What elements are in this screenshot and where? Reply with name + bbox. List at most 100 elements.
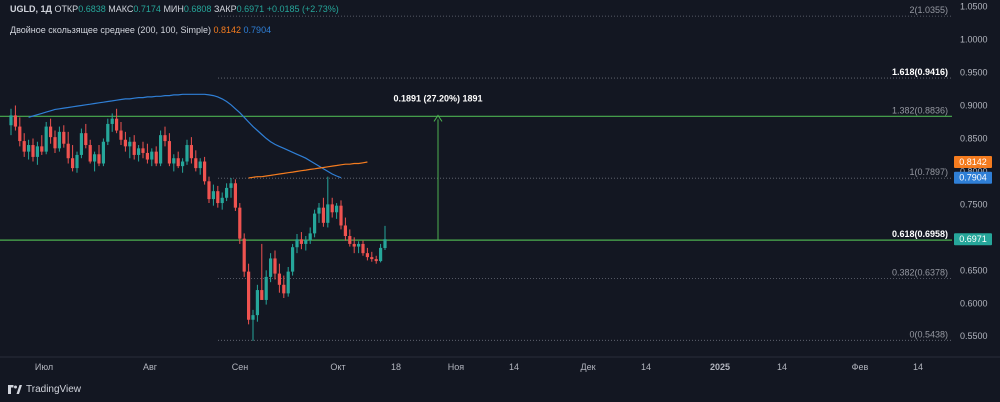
candle-body [207, 181, 211, 200]
candle-body [115, 118, 119, 131]
candle-body [357, 243, 361, 247]
price-tick-label: 0.8000 [960, 166, 988, 176]
candle-body [233, 183, 237, 208]
price-badge [954, 171, 992, 184]
tradingview-logo-icon [8, 385, 22, 394]
candle-body [299, 239, 303, 244]
candle-body [185, 145, 189, 162]
projection-tool: 0.1891 (27.20%) 1891 [393, 93, 483, 241]
candle-body [150, 151, 154, 160]
indicator-name: Двойное скользящее среднее (200, 100, Si… [10, 25, 211, 35]
time-tick-label: 14 [509, 362, 519, 372]
candle-body [379, 247, 383, 262]
candle-body [374, 259, 378, 262]
fib-level-label: 1.382(0.8836) [892, 105, 948, 115]
fib-level-label: 0(0.5438) [909, 329, 948, 339]
candle-body [229, 183, 233, 188]
time-tick-label: Сен [232, 362, 249, 372]
indicator-value-long: 0.8142 [213, 25, 242, 35]
fib-level-label: 0.618(0.6958) [892, 229, 948, 239]
candle-body [31, 145, 35, 157]
time-tick-label: 14 [641, 362, 651, 372]
candle-body [203, 161, 207, 182]
price-tick-label: 0.6500 [960, 265, 988, 275]
fibonacci-levels: 2(1.0355) 1.618(0.9416) 1.382(0.8836) 1(0.7… [0, 5, 952, 341]
low-value: 0.6808 [183, 4, 212, 14]
candle-body [49, 126, 53, 138]
price-tick-label: 1.0000 [960, 35, 988, 45]
candle-body [181, 161, 185, 167]
candle-body [9, 115, 13, 126]
candle-body [211, 191, 215, 200]
candle-body [295, 239, 299, 248]
candle-body [22, 141, 26, 152]
time-tick-label: 2025 [710, 362, 730, 372]
candle-body [335, 205, 339, 213]
candle-body [44, 126, 48, 152]
price-badge-label: 0.7904 [959, 173, 987, 183]
high-label: МАКС [108, 4, 134, 14]
candle-body [291, 247, 295, 272]
fib-level-label: 1.618(0.9416) [892, 67, 948, 77]
candle-body [194, 158, 198, 169]
candle-body [84, 133, 88, 146]
symbol-name[interactable]: UGLD, 1Д [10, 4, 52, 14]
price-badge [954, 156, 992, 169]
price-tick-label: 1.0500 [960, 2, 988, 12]
price-tick-label: 0.7500 [960, 199, 988, 209]
high-value: 0.7174 [133, 4, 161, 14]
brand-name: TradingView [26, 384, 82, 395]
candle-body [308, 233, 312, 240]
price-tick-label: 0.8500 [960, 133, 988, 143]
candle-body [66, 143, 70, 159]
candle-body [110, 118, 114, 124]
close-label: ЗАКР [213, 4, 237, 14]
price-axis: 1.0500 1.0000 0.9500 0.9000 0.8500 0.8000 0.75… [952, 0, 1000, 380]
candle-body [198, 161, 202, 169]
candle-body [242, 238, 246, 272]
candle-body [163, 135, 167, 142]
fib-level-label: 0.382(0.6378) [892, 267, 948, 277]
candle-body [141, 148, 145, 153]
close-value: 0.6971 [236, 4, 265, 14]
candle-body [365, 253, 369, 258]
candle-body [40, 146, 44, 152]
candle-body [251, 315, 255, 320]
candle-body [264, 276, 268, 300]
candle-body [339, 205, 343, 226]
time-tick-label: 18 [391, 362, 401, 372]
time-tick-label: Окт [330, 362, 345, 372]
symbol-header: UGLD, 1Д ОТКР0.6838 МАКС0.7174 МИН0.6808… [10, 4, 339, 15]
candle-body [370, 257, 374, 260]
candle-body [97, 154, 101, 164]
projection-label: 0.1891 (27.20%) 1891 [393, 93, 482, 103]
price-tick-label: 0.9000 [960, 100, 988, 110]
candle-body [343, 225, 347, 237]
low-label: МИН [163, 4, 184, 14]
candle-body [128, 141, 132, 147]
candle-body [286, 271, 290, 294]
candle-body [123, 139, 127, 147]
candle-body [93, 154, 97, 162]
candle-body [220, 197, 224, 204]
candle-body [154, 151, 158, 164]
time-tick-label: Дек [580, 362, 595, 372]
candle-body [137, 148, 141, 155]
footer-brand[interactable]: TradingView [8, 384, 81, 395]
indicator-legend[interactable]: Двойное скользящее среднее (200, 100, Si… [10, 25, 271, 35]
price-badge [954, 233, 992, 246]
candle-body [317, 207, 321, 214]
fib-level-label: 1(0.7897) [909, 167, 948, 177]
price-axis-bg [952, 0, 1000, 380]
candle-body [273, 258, 277, 274]
candle-body [277, 273, 281, 285]
open-label: ОТКР [54, 4, 79, 14]
candle-body [27, 145, 31, 152]
time-axis: Июл Авг Сен Окт 18 Ноя 14 Дек 14 2025 14 Фев 14 [0, 356, 1000, 372]
projection-arrowhead [433, 114, 443, 122]
candle-body [172, 158, 176, 164]
ma-short-line [28, 93, 342, 179]
time-tick-label: 14 [777, 362, 787, 372]
candle-body [18, 126, 22, 142]
